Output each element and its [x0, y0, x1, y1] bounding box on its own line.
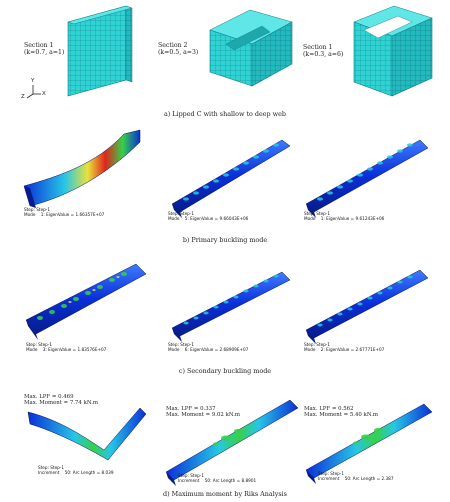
secondary-2-info: Step: Step-1 Mode 6: EigenValue = 2.6890…: [168, 342, 249, 353]
riks-3-info: Step: Step-1 Increment 50: Arc Length = …: [318, 471, 394, 482]
step-text: Step: Step-1: [168, 211, 194, 216]
max-lpf: Max. LPF = 0.337: [166, 406, 216, 412]
section-params: (k=0.5, a=3): [158, 49, 199, 57]
section-title: Section 2: [158, 42, 188, 49]
primary-1-info: Step: Step-1 Mode 1: EigenValue = 1.6635…: [24, 207, 105, 218]
eigenvalue-text: 1: EigenValue = 9.61243E+06: [320, 215, 385, 221]
caption-a: a) Lipped C with shallow to deep web: [163, 110, 287, 118]
max-moment: Max. Moment = 5.40 kN.m: [304, 412, 379, 419]
step-text: Step: Step-1: [26, 342, 52, 347]
eigenvalue-text: 2: EigenValue = 2.67771E+07: [320, 346, 385, 352]
step-text: Step: Step-1: [318, 471, 344, 476]
secondary-3-info: Step: Step-1 Mode 2: EigenValue = 2.6777…: [304, 342, 385, 353]
primary-2-info: Step: Step-1 Mode 5: EigenValue = 9.6604…: [168, 211, 249, 222]
step-text: Step: Step-1: [178, 473, 204, 478]
eigenvalue-text: 5: EigenValue = 9.66043E+06: [184, 215, 249, 221]
riks-3-summary: Max. LPF = 0.562 Max. Moment = 5.40 kN.m: [304, 406, 378, 419]
step-text: Step: Step-1: [168, 342, 194, 347]
section-3-label: Section 1 (k=0.3, a=6): [303, 44, 343, 59]
max-moment: Max. Moment = 9.02 kN.m: [166, 412, 241, 419]
step-text: Step: Step-1: [38, 465, 64, 470]
arc-length-text: 50: Arc Length = 8.039: [64, 469, 114, 475]
arc-length-text: 50: Arc Length = 2.387: [344, 475, 394, 481]
step-text: Step: Step-1: [304, 342, 330, 347]
riks-1-summary: Max. LPF = 0.469 Max. Moment = 7.74 kN.m: [24, 394, 98, 407]
axis-x-label: X: [42, 91, 46, 97]
riks-2-info: Step: Step-1 Increment 50: Arc Length = …: [178, 473, 257, 484]
section-title: Section 1: [303, 44, 333, 51]
riks-1-info: Step: Step-1 Increment 50: Arc Length = …: [38, 465, 114, 476]
section-params: (k=0.7, a=1): [24, 49, 65, 57]
mode-text: Mode: [304, 215, 316, 221]
arc-length-text: 50: Arc Length = 8.8901: [204, 477, 257, 483]
mode-text: Mode: [168, 215, 180, 221]
section-title: Section 1: [24, 42, 54, 49]
eigenvalue-text: 6: EigenValue = 2.68909E+07: [184, 346, 249, 352]
section-2-label: Section 2 (k=0.5, a=3): [158, 42, 198, 57]
mode-text: Mode: [26, 346, 38, 352]
increment-text: Increment: [318, 475, 340, 481]
max-lpf: Max. LPF = 0.469: [24, 394, 74, 400]
axis-z-label: Z: [21, 94, 25, 100]
max-lpf: Max. LPF = 0.562: [304, 406, 354, 412]
caption-d: d) Maximum moment by Riks Analysis: [163, 490, 287, 498]
secondary-1-info: Step: Step-1 Mode 3: EigenValue = 1.8357…: [26, 342, 107, 353]
mode-text: Mode: [24, 211, 36, 217]
riks-2-summary: Max. LPF = 0.337 Max. Moment = 9.02 kN.m: [166, 406, 240, 419]
mode-text: Mode: [168, 346, 180, 352]
primary-3-info: Step: Step-1 Mode 1: EigenValue = 9.6124…: [304, 211, 385, 222]
step-text: Step: Step-1: [24, 207, 50, 212]
axis-y-label: Y: [31, 78, 35, 84]
increment-text: Increment: [38, 469, 60, 475]
step-text: Step: Step-1: [304, 211, 330, 216]
eigenvalue-text: 3: EigenValue = 1.83576E+07: [42, 346, 107, 352]
caption-b: b) Primary buckling mode: [182, 236, 268, 244]
increment-text: Increment: [178, 477, 200, 483]
axis-triad: Y X Z: [21, 78, 48, 102]
max-moment: Max. Moment = 7.74 kN.m: [24, 400, 99, 407]
mode-text: Mode: [304, 346, 316, 352]
section-1-label: Section 1 (k=0.7, a=1): [24, 42, 64, 57]
caption-c: c) Secondary buckling mode: [178, 367, 272, 375]
section-params: (k=0.3, a=6): [303, 51, 344, 59]
eigenvalue-text: 1: EigenValue = 1.66357E+07: [40, 211, 105, 217]
